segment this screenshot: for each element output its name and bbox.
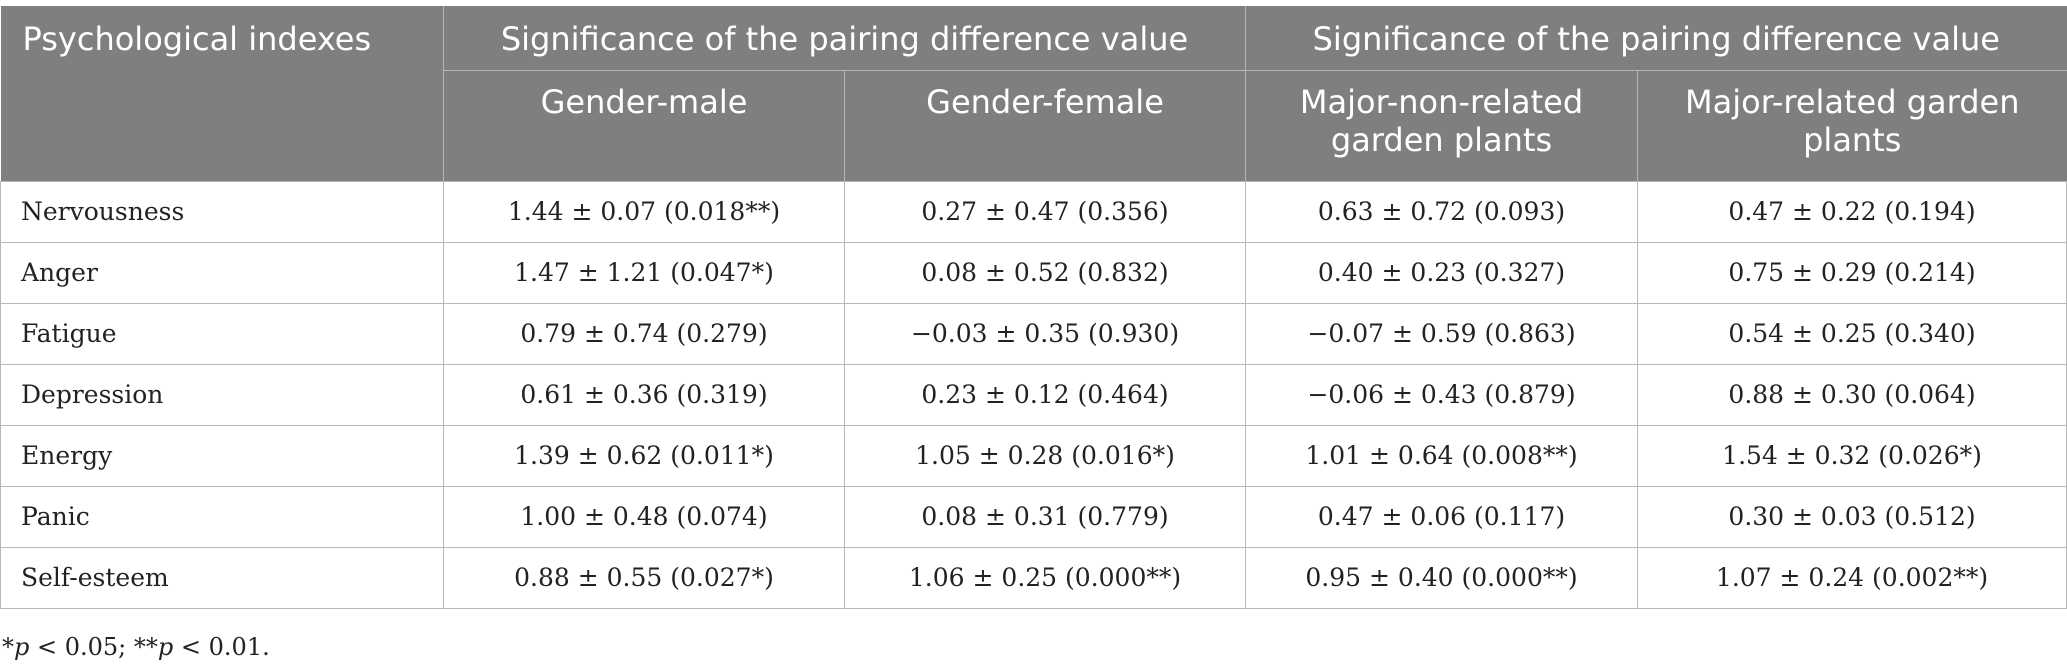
row-label: Nervousness (0, 180, 444, 243)
table-cell: 0.61 ± 0.36 (0.319) (443, 363, 845, 426)
table-cell: 0.08 ± 0.31 (0.779) (843, 485, 1247, 548)
header-major-non-related: Major-non-related garden plants (1245, 70, 1639, 182)
table-row: Depression 0.61 ± 0.36 (0.319) 0.23 ± 0.… (0, 363, 2067, 426)
row-label: Anger (0, 241, 444, 304)
footnote-text: < 0.01. (173, 633, 270, 661)
footnote-text: < 0.05; ** (29, 633, 158, 661)
table-cell: 0.47 ± 0.06 (0.117) (1245, 485, 1639, 548)
row-label: Panic (0, 485, 444, 548)
table-cell: 0.40 ± 0.23 (0.327) (1245, 241, 1639, 304)
table-cell: 0.88 ± 0.55 (0.027*) (443, 546, 845, 609)
table-row: Anger 1.47 ± 1.21 (0.047*) 0.08 ± 0.52 (… (0, 241, 2067, 304)
table-cell: 0.27 ± 0.47 (0.356) (843, 180, 1247, 243)
header-group-gender: Significance of the pairing difference v… (443, 6, 1247, 71)
table-body: Nervousness 1.44 ± 0.07 (0.018**) 0.27 ±… (0, 180, 2067, 609)
table-cell: 0.63 ± 0.72 (0.093) (1245, 180, 1639, 243)
header-group-major: Significance of the pairing difference v… (1245, 6, 2067, 71)
row-label: Energy (0, 424, 444, 487)
table-cell: 0.30 ± 0.03 (0.512) (1637, 485, 2067, 548)
table-cell: 1.07 ± 0.24 (0.002**) (1637, 546, 2067, 609)
table-cell: 1.00 ± 0.48 (0.074) (443, 485, 845, 548)
footnote-p-symbol: p (14, 633, 30, 661)
row-label: Depression (0, 363, 444, 426)
table-cell: 1.05 ± 0.28 (0.016*) (843, 424, 1247, 487)
table-cell: 0.54 ± 0.25 (0.340) (1637, 302, 2067, 365)
footnote-star: * (2, 633, 14, 661)
results-table: Psychological indexes Significance of th… (0, 6, 2067, 609)
table-footnote: *p < 0.05; **p < 0.01. (2, 633, 270, 661)
footnote-p-symbol: p (157, 633, 174, 661)
header-gender-male: Gender-male (443, 70, 845, 182)
table-cell: 0.47 ± 0.22 (0.194) (1637, 180, 2067, 243)
table-cell: 0.23 ± 0.12 (0.464) (843, 363, 1247, 426)
table-cell: 0.79 ± 0.74 (0.279) (443, 302, 845, 365)
row-label: Self-esteem (0, 546, 444, 609)
table-row: Fatigue 0.79 ± 0.74 (0.279) −0.03 ± 0.35… (0, 302, 2067, 365)
row-label: Fatigue (0, 302, 444, 365)
table-cell: −0.07 ± 0.59 (0.863) (1245, 302, 1639, 365)
table-cell: 0.95 ± 0.40 (0.000**) (1245, 546, 1639, 609)
table-cell: 1.39 ± 0.62 (0.011*) (443, 424, 845, 487)
table-cell: 1.06 ± 0.25 (0.000**) (843, 546, 1247, 609)
table-row: Nervousness 1.44 ± 0.07 (0.018**) 0.27 ±… (0, 180, 2067, 243)
header-gender-female: Gender-female (844, 70, 1247, 182)
table-cell: 0.08 ± 0.52 (0.832) (843, 241, 1247, 304)
table-cell: 0.88 ± 0.30 (0.064) (1637, 363, 2067, 426)
table-row: Energy 1.39 ± 0.62 (0.011*) 1.05 ± 0.28 … (0, 424, 2067, 487)
table-cell: 1.44 ± 0.07 (0.018**) (443, 180, 845, 243)
header-major-related: Major-related garden plants (1637, 70, 2067, 182)
header-row-1: Psychological indexes Significance of th… (0, 6, 2067, 182)
results-table-container: Psychological indexes Significance of th… (0, 6, 2067, 609)
table-cell: 0.75 ± 0.29 (0.214) (1637, 241, 2067, 304)
table-cell: −0.06 ± 0.43 (0.879) (1245, 363, 1639, 426)
table-cell: −0.03 ± 0.35 (0.930) (843, 302, 1247, 365)
table-header: Psychological indexes Significance of th… (0, 6, 2067, 182)
header-psychological-indexes: Psychological indexes (0, 6, 444, 182)
table-cell: 1.47 ± 1.21 (0.047*) (443, 241, 845, 304)
table-row: Panic 1.00 ± 0.48 (0.074) 0.08 ± 0.31 (0… (0, 485, 2067, 548)
table-row: Self-esteem 0.88 ± 0.55 (0.027*) 1.06 ± … (0, 546, 2067, 609)
table-cell: 1.01 ± 0.64 (0.008**) (1245, 424, 1639, 487)
table-cell: 1.54 ± 0.32 (0.026*) (1637, 424, 2067, 487)
